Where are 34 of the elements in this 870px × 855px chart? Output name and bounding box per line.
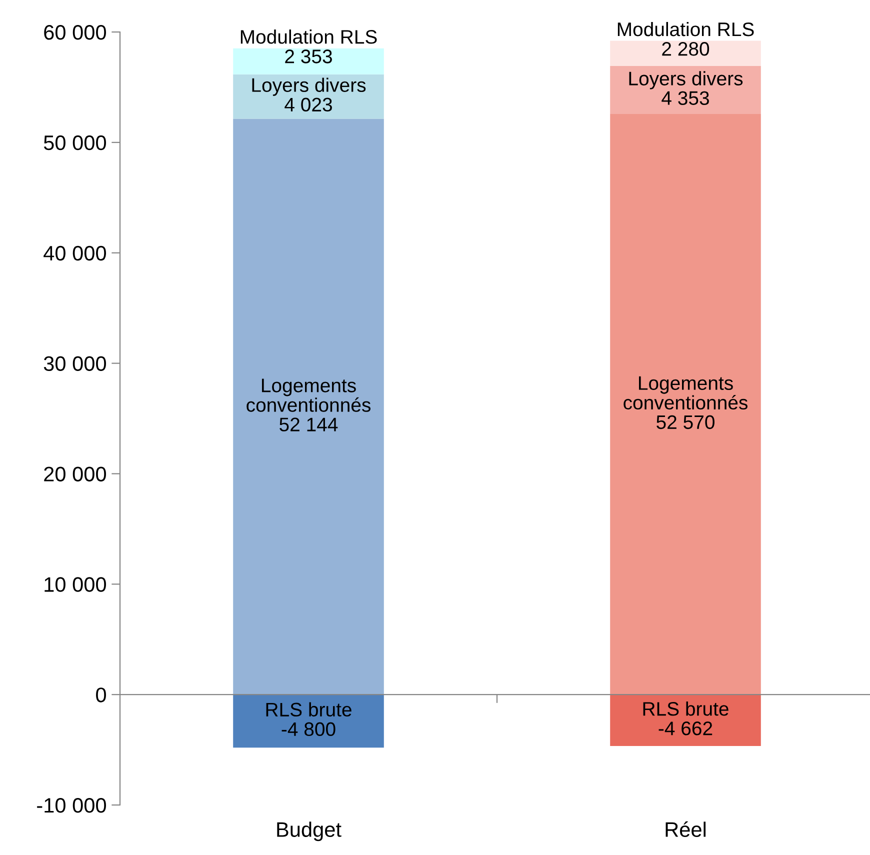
y-tick-label: 0 bbox=[96, 688, 106, 702]
data-label: 2 280 bbox=[662, 42, 710, 56]
series-label: RLS brute bbox=[643, 701, 728, 716]
text: RLS brute bbox=[266, 702, 352, 717]
bar bbox=[610, 114, 761, 695]
bar bbox=[233, 48, 384, 74]
y-tick-label: 10 000 bbox=[44, 577, 106, 592]
x-tick-label: Budget bbox=[277, 822, 342, 842]
bar bbox=[610, 40, 761, 66]
y-tick-label: 50 000 bbox=[44, 135, 106, 150]
y-tick-label: -10 000 bbox=[37, 798, 106, 813]
text: Logements conventionnés bbox=[624, 376, 748, 410]
data-label: 4 353 bbox=[662, 91, 709, 105]
data-label: 2 353 bbox=[285, 50, 332, 64]
bar bbox=[610, 66, 761, 114]
y-tick-label: 60 000 bbox=[44, 25, 106, 40]
bar bbox=[233, 74, 384, 119]
y-tick-label: 40 000 bbox=[44, 246, 106, 261]
series-label: Logements conventionnés bbox=[246, 378, 371, 412]
data-label: 52 570 bbox=[656, 415, 714, 430]
y-tick-label: 20 000 bbox=[44, 466, 106, 482]
data-label: -4 800 bbox=[282, 722, 336, 736]
data-label: 52 144 bbox=[280, 418, 338, 432]
text: Loyers divers bbox=[629, 71, 743, 90]
data-label: -4 662 bbox=[658, 722, 712, 736]
bar bbox=[233, 118, 384, 695]
bar bbox=[233, 694, 384, 748]
data-label: 4 023 bbox=[284, 98, 332, 112]
bar bbox=[610, 694, 761, 746]
text: Modulation RLS bbox=[240, 30, 377, 44]
x-tick-label: Réel bbox=[666, 821, 706, 837]
y-tick-label: 30 000 bbox=[44, 356, 106, 372]
series-label: Loyers divers bbox=[252, 78, 366, 96]
series-label: Modulation RLS bbox=[618, 22, 754, 36]
